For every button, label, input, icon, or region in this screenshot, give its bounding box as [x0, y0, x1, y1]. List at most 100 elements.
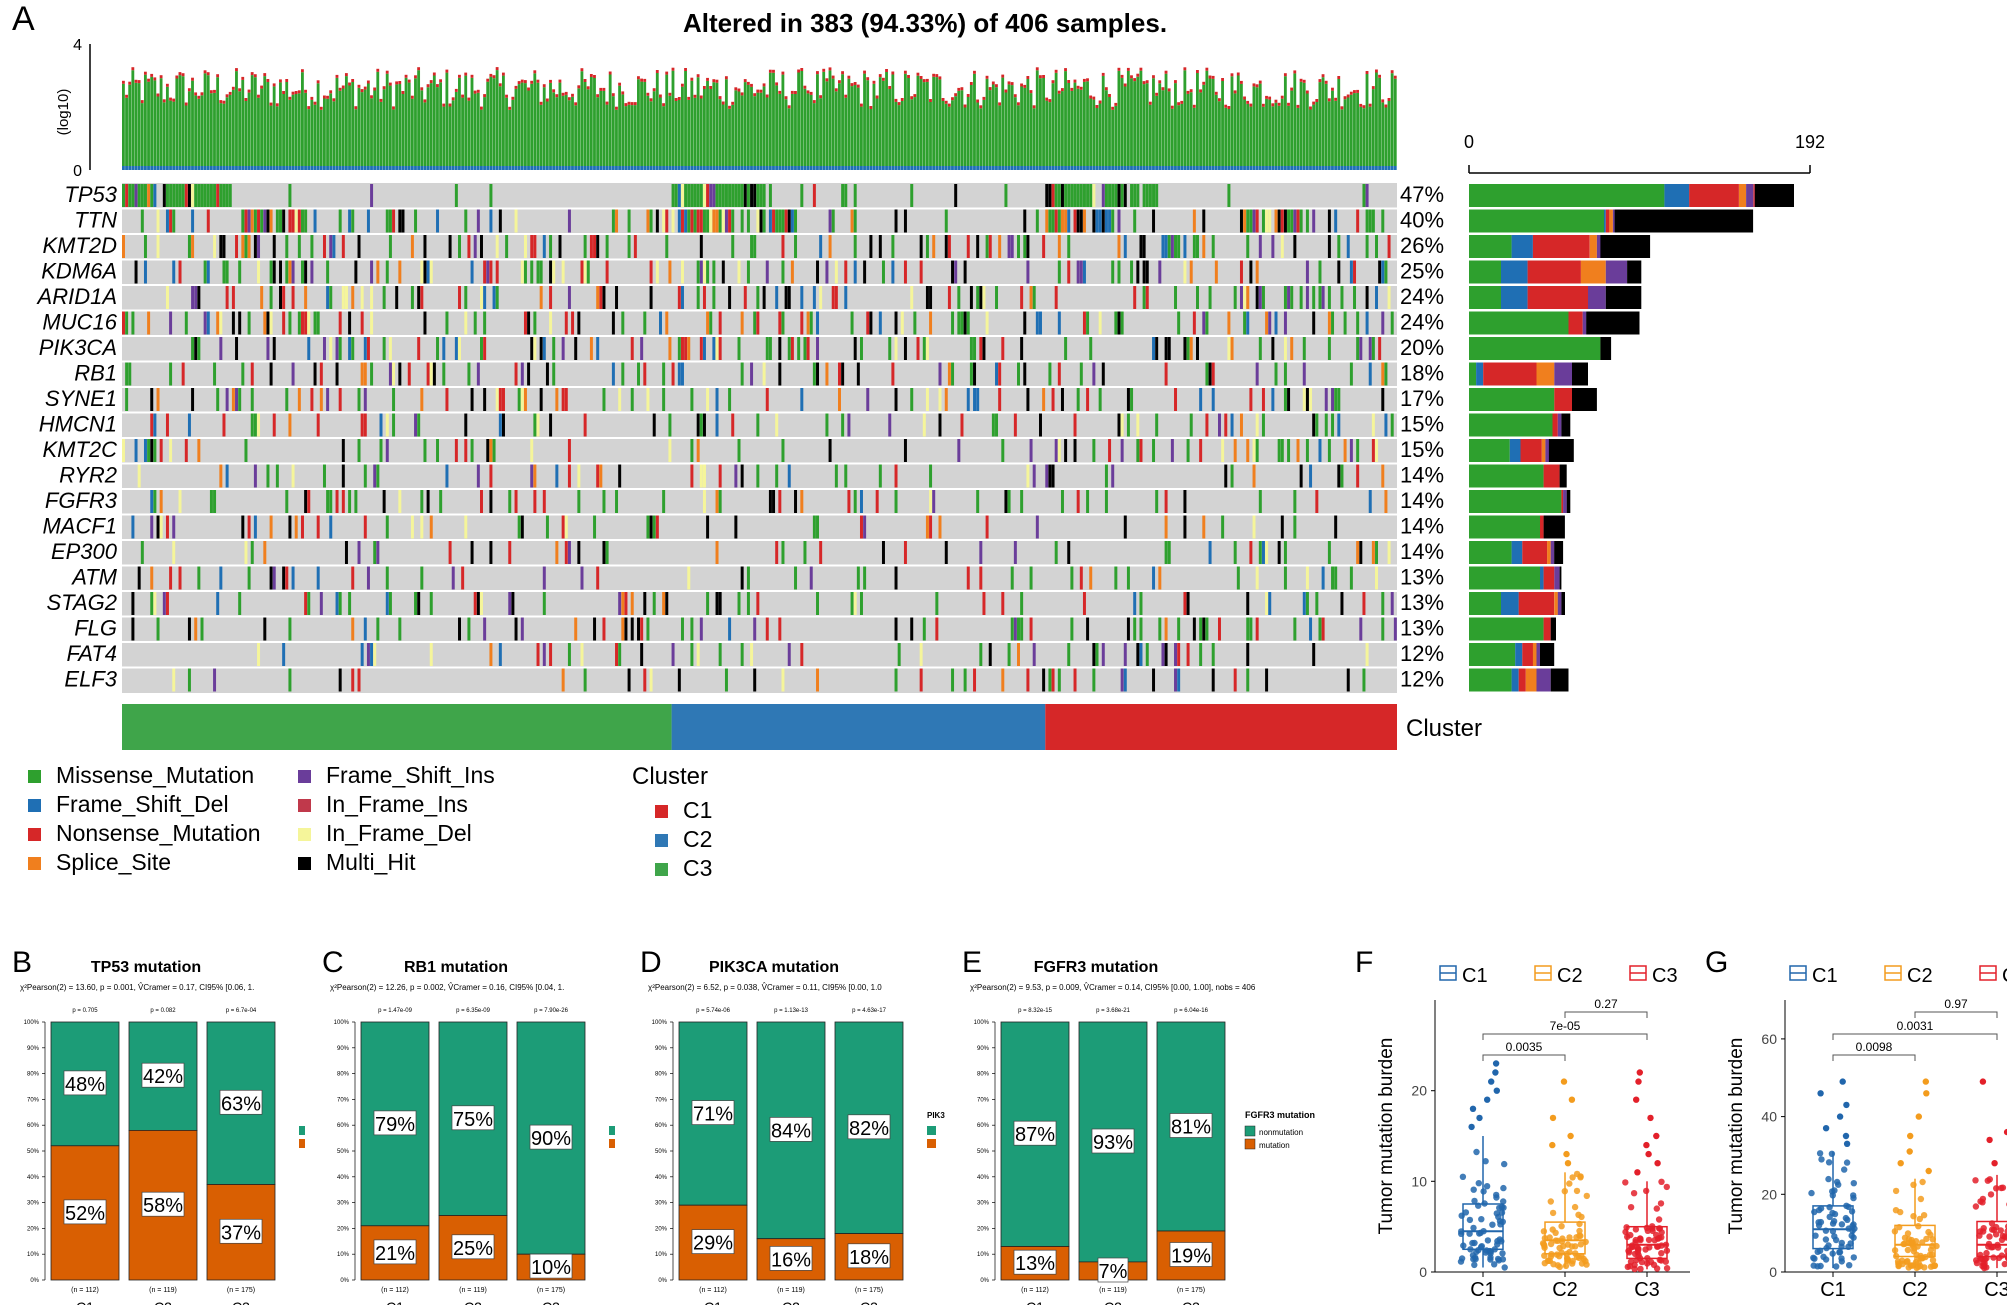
oncoplot-cell: [853, 235, 857, 258]
data-point: [1812, 1232, 1819, 1239]
side-bar-segment: [1557, 592, 1562, 615]
tmb-bar-base: [231, 166, 235, 170]
data-point: [1656, 1256, 1664, 1264]
oncoplot-cell: [866, 388, 870, 411]
oncoplot-cell: [517, 388, 521, 411]
oncoplot-cell: [709, 311, 713, 335]
tmb-bar-base: [985, 166, 989, 170]
tmb-bar: [618, 85, 622, 166]
tmb-bar-top: [1387, 98, 1391, 101]
tmb-bar-top: [360, 89, 364, 93]
side-bar-segment: [1501, 260, 1528, 284]
oncoplot-cell: [304, 490, 308, 513]
oncoplot-cell: [621, 592, 625, 615]
p-label: p = 6.7e-04: [226, 1008, 257, 1014]
oncoplot-cell: [680, 260, 684, 284]
oncoplot-cell: [530, 260, 534, 284]
tmb-bar: [476, 92, 480, 166]
tmb-bar: [552, 92, 556, 166]
tmb-bar-base: [134, 166, 138, 170]
tmb-bar-base: [165, 166, 169, 170]
oncoplot-cell: [508, 592, 512, 615]
tmb-bar-top: [737, 88, 741, 92]
oncoplot-cell: [338, 592, 342, 615]
oncoplot-cell: [599, 464, 603, 488]
oncoplot-cell: [800, 286, 804, 309]
oncoplot-cells: [122, 184, 1397, 692]
oncoplot-cell: [429, 592, 433, 615]
oncoplot-cell: [702, 337, 706, 360]
tmb-bar-top: [728, 105, 731, 109]
data-point: [1473, 1248, 1480, 1256]
side-axis-tick-0: 0: [1464, 132, 1474, 152]
oncoplot-cell: [662, 388, 666, 411]
oncoplot-cell: [615, 490, 619, 513]
gene-label-kmt2c: KMT2C: [42, 437, 117, 462]
oncoplot-cell: [1051, 184, 1055, 207]
tmb-bar: [282, 94, 285, 166]
y-tick-label: 100%: [24, 1020, 40, 1026]
data-label: 82%: [849, 1118, 889, 1140]
data-point: [1825, 1159, 1833, 1166]
oncoplot-cell: [1067, 235, 1071, 258]
tmb-bar-base: [1205, 166, 1209, 170]
tmb-bar: [1255, 87, 1259, 166]
tmb-bar: [1167, 91, 1171, 166]
data-point: [1499, 1250, 1506, 1257]
oncoplot-cell: [756, 184, 760, 207]
oncoplot-cell: [671, 184, 675, 207]
tmb-bar-base: [354, 166, 358, 170]
oncoplot-cell: [1249, 260, 1253, 284]
data-point: [1459, 1173, 1467, 1181]
oncoplot-cell: [304, 209, 308, 233]
side-bar-segment: [1627, 260, 1642, 284]
data-label: 25%: [453, 1238, 493, 1260]
tmb-bar-base: [608, 166, 612, 170]
oncoplot-cell: [1280, 439, 1284, 462]
tmb-bar-base: [442, 166, 446, 170]
tmb-bar: [800, 71, 804, 166]
tmb-bar-base: [1334, 166, 1338, 170]
oncoplot-cell: [235, 235, 239, 258]
data-point: [1983, 1249, 1990, 1257]
oncoplot-cell: [125, 311, 129, 335]
tmb-bar: [335, 77, 339, 166]
oncoplot-cell: [900, 311, 904, 335]
oncoplot-cell: [304, 592, 308, 615]
oncoplot-cell: [1098, 311, 1102, 335]
y-tick-label: 0%: [980, 1278, 989, 1284]
oncoplot-cell: [655, 260, 659, 284]
tmb-bar: [382, 89, 386, 166]
oncoplot-cell: [593, 617, 597, 641]
tmb-bar: [753, 96, 757, 166]
data-label-box: [451, 1105, 495, 1131]
tmb-bar-top: [1164, 70, 1168, 74]
oncoplot-cell: [1183, 235, 1187, 258]
box: [1894, 1224, 1936, 1258]
tmb-bar-top: [404, 74, 408, 78]
legend-label: C3: [2002, 965, 2007, 987]
oncoplot-cell: [759, 209, 763, 233]
tmb-bar-base: [310, 166, 314, 170]
oncoplot-cell: [1029, 439, 1033, 462]
data-point: [1905, 1264, 1912, 1271]
oncoplot-cell: [995, 362, 999, 386]
data-point: [1483, 1247, 1490, 1254]
oncoplot-cell: [495, 388, 499, 411]
oncoplot-cell: [1020, 490, 1024, 513]
oncoplot-cell: [853, 260, 857, 284]
tmb-bar-top: [690, 77, 694, 81]
tmb-bar: [973, 73, 976, 166]
oncoplot-cell: [750, 235, 754, 258]
tmb-bar-top: [768, 69, 772, 73]
oncoplot-cell: [1139, 235, 1143, 258]
oncoplot-cell: [1117, 184, 1121, 207]
tmb-bar: [279, 82, 282, 166]
tmb-bar-base: [1070, 166, 1074, 170]
data-point: [1549, 1209, 1557, 1217]
tmb-bar: [1299, 81, 1303, 166]
data-point: [1815, 1206, 1823, 1214]
oncoplot-cell: [363, 337, 367, 360]
oncoplot-cell: [690, 464, 694, 488]
